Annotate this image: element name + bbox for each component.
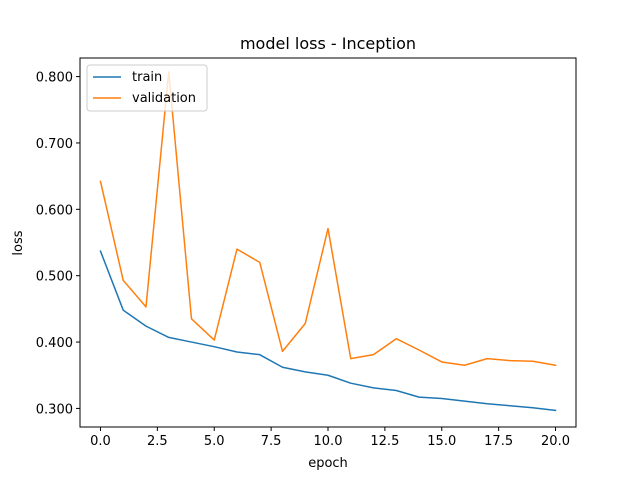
y-tick-label: 0.600 <box>36 203 73 218</box>
y-tick-label: 0.300 <box>36 402 73 417</box>
x-tick-label: 5.0 <box>204 434 225 449</box>
x-axis: 0.0 2.5 5.0 7.5 10.0 12.5 15.0 17.5 20.0 <box>90 427 570 449</box>
x-tick-label: 12.5 <box>370 434 399 449</box>
plot-area <box>80 58 576 427</box>
y-tick-label: 0.700 <box>36 137 73 152</box>
legend-label-train: train <box>132 70 162 85</box>
chart-title: model loss - Inception <box>240 34 416 53</box>
x-axis-label: epoch <box>308 456 348 471</box>
series-line-train <box>99 250 557 412</box>
y-axis: 0.300 0.400 0.500 0.600 0.700 0.800 <box>36 71 80 417</box>
y-tick-label: 0.800 <box>36 71 73 86</box>
y-axis-label: loss <box>11 230 26 255</box>
y-tick-label: 0.500 <box>36 270 73 285</box>
legend: train validation <box>86 64 208 112</box>
series-line-validation <box>99 71 557 367</box>
x-tick-label: 0.0 <box>90 434 111 449</box>
x-tick-label: 2.5 <box>147 434 168 449</box>
series-layer <box>99 71 557 412</box>
x-tick-label: 20.0 <box>541 434 570 449</box>
x-tick-label: 15.0 <box>427 434 456 449</box>
x-tick-label: 7.5 <box>261 434 282 449</box>
legend-label-validation: validation <box>132 91 196 106</box>
x-tick-label: 10.0 <box>314 434 343 449</box>
y-tick-label: 0.400 <box>36 336 73 351</box>
x-tick-label: 17.5 <box>484 434 513 449</box>
